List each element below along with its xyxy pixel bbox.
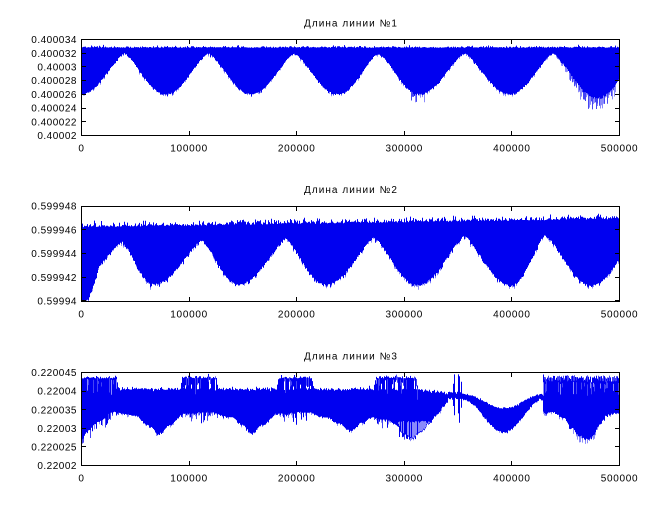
svg-text:0.400034: 0.400034 <box>31 35 77 46</box>
svg-text:400000: 400000 <box>493 143 531 154</box>
svg-text:0.40003: 0.40003 <box>37 63 77 74</box>
svg-text:200000: 200000 <box>278 473 316 484</box>
svg-text:100000: 100000 <box>170 309 208 320</box>
svg-text:200000: 200000 <box>278 309 316 320</box>
svg-text:0.400028: 0.400028 <box>31 76 77 87</box>
svg-text:0.400022: 0.400022 <box>31 117 77 128</box>
svg-text:300000: 300000 <box>386 309 424 320</box>
svg-text:0: 0 <box>78 143 84 154</box>
svg-text:0: 0 <box>78 473 84 484</box>
svg-text:100000: 100000 <box>170 473 208 484</box>
svg-text:300000: 300000 <box>386 473 424 484</box>
svg-text:0.40002: 0.40002 <box>37 131 77 142</box>
svg-text:0.59994: 0.59994 <box>37 297 77 308</box>
svg-text:Длина линии №3: Длина линии №3 <box>304 351 398 362</box>
svg-text:0.400032: 0.400032 <box>31 49 77 60</box>
svg-text:100000: 100000 <box>170 143 208 154</box>
svg-text:0.599942: 0.599942 <box>31 273 77 284</box>
svg-text:200000: 200000 <box>278 143 316 154</box>
svg-text:500000: 500000 <box>601 473 639 484</box>
svg-text:0.220025: 0.220025 <box>31 443 77 454</box>
svg-text:0.22002: 0.22002 <box>37 461 77 472</box>
svg-text:400000: 400000 <box>493 473 531 484</box>
svg-text:0.599948: 0.599948 <box>31 202 77 213</box>
svg-text:0.22004: 0.22004 <box>37 387 77 398</box>
svg-text:Длина линии №2: Длина линии №2 <box>304 185 398 196</box>
svg-text:500000: 500000 <box>601 309 639 320</box>
svg-text:Длина линии №1: Длина линии №1 <box>304 19 398 30</box>
svg-text:0.400024: 0.400024 <box>31 104 77 115</box>
svg-text:0.599944: 0.599944 <box>31 249 77 260</box>
svg-text:300000: 300000 <box>386 143 424 154</box>
svg-text:0.220045: 0.220045 <box>31 368 77 379</box>
svg-text:0.22003: 0.22003 <box>37 424 77 435</box>
svg-text:0: 0 <box>78 309 84 320</box>
svg-text:0.400026: 0.400026 <box>31 90 77 101</box>
svg-text:0.599946: 0.599946 <box>31 225 77 236</box>
svg-text:0.220035: 0.220035 <box>31 405 77 416</box>
svg-text:400000: 400000 <box>493 309 531 320</box>
svg-text:500000: 500000 <box>601 143 639 154</box>
